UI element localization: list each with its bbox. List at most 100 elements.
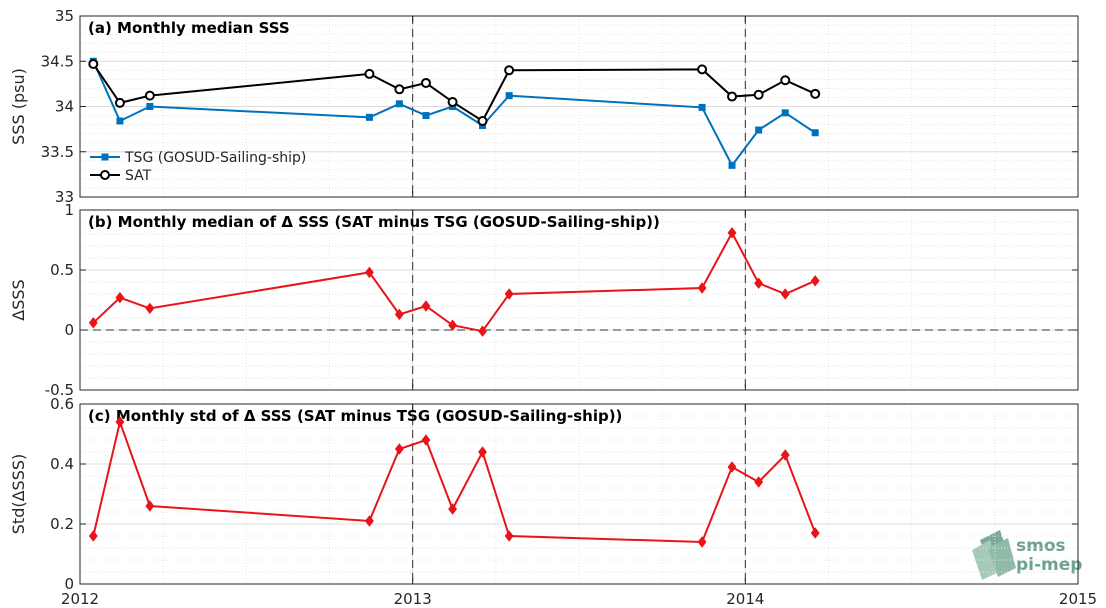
data-point xyxy=(420,77,431,88)
panel-title: (c) Monthly std of Δ SSS (SAT minus TSG … xyxy=(88,407,622,425)
data-point xyxy=(697,64,708,75)
data-point xyxy=(115,416,125,428)
y-tick-label: 0.5 xyxy=(50,261,74,279)
data-point xyxy=(697,282,707,294)
grid xyxy=(79,209,1079,391)
data-point xyxy=(364,266,374,279)
y-tick-label: 33.5 xyxy=(41,143,74,161)
data-point xyxy=(114,97,125,108)
logo-mark xyxy=(972,530,1016,580)
y-tick-label: 0.6 xyxy=(50,395,74,413)
y-tick-label: 35 xyxy=(55,7,74,25)
y-axis-label: SSS (psu) xyxy=(9,68,28,145)
series-line xyxy=(92,418,817,544)
data-point xyxy=(810,275,820,287)
series-delta-0 xyxy=(88,227,820,337)
data-point xyxy=(810,88,821,99)
panel-b: -0.5 0 0.5 1 ΔSSS (b) Monthly median of Δ SSS… xyxy=(9,201,1079,399)
legend: TSG (GOSUD-Sailing-ship) SAT xyxy=(90,150,306,184)
data-point xyxy=(781,109,789,117)
data-point xyxy=(504,288,514,300)
data-point xyxy=(727,227,737,239)
data-point xyxy=(780,288,790,300)
data-point xyxy=(116,117,124,125)
data-point xyxy=(504,65,515,76)
data-point xyxy=(144,90,155,101)
data-point xyxy=(780,449,790,461)
data-point xyxy=(505,92,513,100)
series-sat xyxy=(88,58,821,126)
data-point xyxy=(727,91,738,102)
y-tick-label: 1 xyxy=(64,201,74,219)
data-point xyxy=(478,325,487,337)
data-point xyxy=(421,434,431,446)
data-point xyxy=(421,300,431,312)
legend-label: TSG (GOSUD-Sailing-ship) xyxy=(124,150,306,166)
x-tick-label: 2013 xyxy=(394,590,432,608)
data-point xyxy=(728,161,736,169)
data-point xyxy=(88,58,99,69)
y-tick-label: 0 xyxy=(64,321,74,339)
series-line xyxy=(92,63,816,123)
y-tick-label: 0.4 xyxy=(50,455,74,473)
x-tick-label: 2014 xyxy=(726,590,764,608)
data-point xyxy=(448,503,458,515)
data-point xyxy=(145,500,155,512)
y-tick-label: 0.2 xyxy=(50,515,74,533)
data-point xyxy=(364,68,375,79)
data-point xyxy=(395,100,403,108)
data-point xyxy=(146,103,154,110)
y-tick-label: -0.5 xyxy=(45,381,74,399)
y-axis-label: Std(ΔSSS) xyxy=(9,454,28,534)
data-point xyxy=(754,476,764,488)
data-point xyxy=(115,291,125,304)
x-tick-label: 2012 xyxy=(61,590,99,608)
data-point xyxy=(504,530,514,542)
y-tick-label: 34 xyxy=(55,98,74,116)
logo: smos pi-mep xyxy=(972,530,1082,580)
y-tick-label: 0 xyxy=(64,575,74,593)
data-point xyxy=(810,527,820,539)
data-point xyxy=(365,113,373,121)
logo-line2: pi-mep xyxy=(1016,555,1082,575)
data-point xyxy=(755,126,763,134)
panel-title: (a) Monthly median SSS xyxy=(88,19,290,37)
grid xyxy=(79,15,1079,198)
data-point xyxy=(448,319,458,331)
data-point xyxy=(394,84,405,95)
legend-label: SAT xyxy=(125,168,152,184)
x-tick-label: 2015 xyxy=(1059,590,1097,608)
data-point xyxy=(697,536,707,548)
data-point xyxy=(422,112,430,120)
data-point xyxy=(394,443,404,455)
plot-frame xyxy=(79,403,1079,585)
data-point xyxy=(478,446,487,458)
data-point xyxy=(780,75,791,86)
y-tick-label: 33 xyxy=(55,188,74,206)
data-point xyxy=(811,129,819,137)
grid xyxy=(79,403,1079,585)
data-point xyxy=(447,96,458,107)
logo-line1: smos xyxy=(1016,536,1066,556)
panel-c: 0 0.2 0.4 0.6 2012 2013 2014 2015 Std(ΔSSS) (c) M… xyxy=(9,395,1097,608)
data-point xyxy=(88,317,98,329)
series-line xyxy=(92,60,816,168)
data-point xyxy=(727,461,737,473)
panel-title: (b) Monthly median of Δ SSS (SAT minus T… xyxy=(88,213,660,231)
legend-marker xyxy=(101,153,109,161)
data-point xyxy=(754,277,764,289)
data-point xyxy=(394,308,404,321)
y-axis-label: ΔSSS xyxy=(9,279,28,320)
plot-frame xyxy=(79,209,1079,391)
data-point xyxy=(145,302,155,315)
legend-marker xyxy=(100,170,110,180)
data-point xyxy=(753,89,764,100)
series-delta-0 xyxy=(88,416,820,548)
data-point xyxy=(698,103,706,111)
data-point xyxy=(477,115,488,126)
series-line xyxy=(92,230,816,333)
data-point xyxy=(364,515,374,527)
panel-a: 33 33.5 34 34.5 35 SSS (psu) (a) Monthly media… xyxy=(9,7,1079,206)
y-tick-label: 34.5 xyxy=(41,52,74,70)
